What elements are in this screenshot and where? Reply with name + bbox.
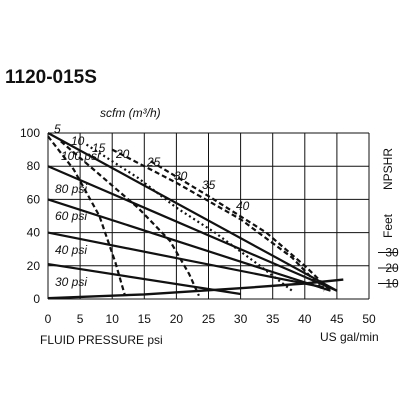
x-tick-label: 25 <box>202 312 216 326</box>
air-curve-label: 30 <box>174 169 188 183</box>
pressure-curve <box>47 165 338 292</box>
scfm-axis-label: scfm (m³/h) <box>100 106 161 120</box>
air-curve <box>47 135 127 297</box>
x-tick-label: 35 <box>266 312 280 326</box>
x-tick-label: 0 <box>45 312 52 326</box>
air-curve-label: 10 <box>71 134 85 148</box>
x-tick-label: 50 <box>362 312 376 326</box>
y-tick-label: 100 <box>20 126 40 140</box>
pressure-curve <box>47 263 241 296</box>
x-tick-label: 40 <box>298 312 312 326</box>
pressure-curve-label: 40 psi <box>55 243 87 257</box>
x-tick-label: 20 <box>170 312 184 326</box>
x-tick-label: 30 <box>234 312 248 326</box>
air-curve-label: 20 <box>115 147 130 161</box>
x-axis-unit: US gal/min <box>320 330 379 344</box>
x-tick-label: 45 <box>330 312 344 326</box>
pressure-curve <box>47 231 325 289</box>
air-curve <box>85 143 293 292</box>
npshr-axis-label: NPSHR <box>381 148 395 190</box>
y-tick-label: 60 <box>27 192 41 206</box>
pressure-curve-label: 100 psi <box>61 149 100 163</box>
x-tick-label: 5 <box>77 312 84 326</box>
air-curve-label: 5 <box>54 122 61 136</box>
right-tick-label: 20 <box>385 261 399 275</box>
air-curve-label: 25 <box>146 155 161 169</box>
pressure-curve <box>47 132 338 292</box>
y-tick-label: 0 <box>33 292 40 306</box>
y-tick-label: 20 <box>27 259 41 273</box>
right-tick-label: 30 <box>385 246 399 260</box>
grid <box>47 132 370 300</box>
curve-labels: 5 10 15 20 25 30 35 40 100 psi 80 psi 60 psi 40 psi… <box>54 122 250 289</box>
x-axis-title: FLUID PRESSURE psi <box>40 333 163 347</box>
npshr-curve <box>47 278 344 300</box>
feet-axis-label: Feet <box>381 213 395 238</box>
air-curve-label: 40 <box>236 199 250 213</box>
x-tick-label: 15 <box>138 312 152 326</box>
air-curve <box>60 140 200 297</box>
pressure-curve <box>47 198 331 292</box>
air-curve-label: 15 <box>92 141 106 155</box>
right-tick-label: 10 <box>385 277 399 291</box>
air-curve-label: 35 <box>202 178 216 192</box>
air-curve <box>111 148 325 292</box>
pressure-curve-label: 60 psi <box>55 209 87 223</box>
curves <box>47 132 344 300</box>
pressure-curve-label: 80 psi <box>55 182 87 196</box>
y-tick-label: 40 <box>27 226 41 240</box>
x-tick-label: 10 <box>106 312 120 326</box>
chart-title: 1120-015S <box>5 67 97 88</box>
y-tick-label: 80 <box>27 159 41 173</box>
pressure-curve-label: 30 psi <box>55 275 87 289</box>
